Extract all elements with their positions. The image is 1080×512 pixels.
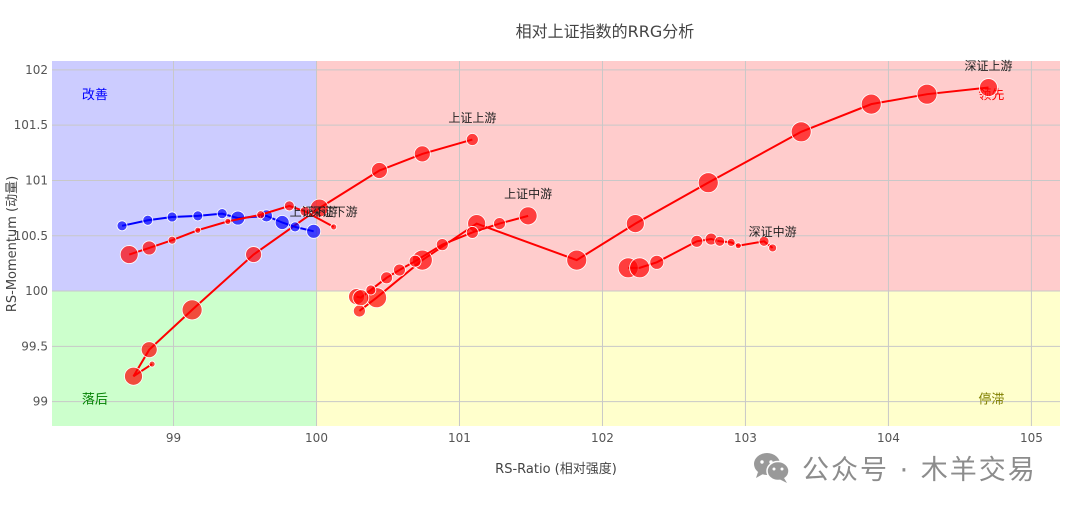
series-label: 深证下游 [310,205,358,219]
x-tick-label: 100 [305,431,328,445]
series-label: 深证上游 [965,59,1013,73]
data-point [166,211,178,223]
data-point [860,93,882,115]
data-point [353,304,366,318]
x-tick-label: 103 [734,431,757,445]
series-深证下游 [119,200,338,264]
data-point [625,214,645,233]
data-point [141,240,157,256]
data-point [306,223,322,239]
data-point [224,217,232,225]
data-point [181,299,203,321]
y-tick-label: 102 [25,63,48,77]
data-point [216,208,228,220]
y-tick-label: 99.5 [21,339,48,353]
data-point [413,145,431,163]
chart-title: 相对上证指数的RRG分析 [515,22,695,41]
axis-ticks: 99 100 101 102 103 104 105 99 99.5 100 100.5 101 101… [14,63,1043,445]
data-point [465,226,479,239]
quadrant-labels: 改善领先落后停滞 [82,87,1004,407]
data-point [274,215,290,230]
quadrant-label: 落后 [82,392,108,407]
data-point [289,221,301,233]
x-tick-label: 104 [877,431,900,445]
data-point [245,246,263,263]
data-point [116,220,128,232]
data-point [734,242,742,250]
x-tick-label: 99 [166,431,181,445]
data-point [758,235,770,247]
quadrant-backgrounds [52,61,1061,426]
series-label: 上证下游 [290,205,338,219]
quadrant-leading [316,61,1061,292]
watermark: 公众号 · 木羊交易 [752,448,1037,487]
x-tick-label: 102 [591,431,614,445]
data-point [365,284,377,296]
series-label: 上证上游 [448,111,496,125]
data-point [330,223,338,231]
series-traces [116,78,998,386]
data-point [380,271,393,285]
data-point [371,162,388,179]
quadrant-label: 停滞 [978,391,1004,407]
data-point [299,206,311,217]
data-point [148,360,156,368]
series-深证上游 [353,78,998,318]
data-point [393,263,406,277]
x-axis-title: RS-Ratio (相对强度) [495,461,617,477]
y-tick-label: 101.5 [14,118,48,132]
wechat-icon [752,451,792,485]
data-point [690,234,704,248]
data-point [493,217,506,230]
data-point [726,237,736,247]
data-point [697,172,719,194]
y-tick-label: 100.5 [14,229,48,243]
data-point [142,214,154,226]
y-tick-label: 100 [25,284,48,298]
y-axis-title: RS-Momentum (动量) [5,176,20,312]
data-point [194,226,202,234]
data-point [790,121,812,143]
data-point [518,206,538,226]
data-point [119,245,139,264]
data-point [979,78,998,97]
series-上证下游 [116,208,322,239]
series-上证中游 [348,206,538,307]
y-tick-label: 101 [25,173,48,187]
data-point [283,200,295,212]
data-point [629,257,651,279]
data-point [140,341,158,359]
x-tick-label: 101 [448,431,471,445]
data-point [465,133,479,146]
data-point [435,238,449,252]
series-深证中游 [617,232,778,279]
data-point [714,235,726,247]
data-point [916,83,938,105]
data-point [408,254,422,268]
data-point [256,210,266,220]
data-point [768,243,778,253]
quadrant-label: 改善 [82,87,108,103]
x-tick-label: 105 [1020,431,1043,445]
series-label: 深证中游 [749,224,797,239]
watermark-text: 公众号 · 木羊交易 [802,455,1037,486]
series-上证上游 [124,133,479,386]
quadrant-improving [52,61,317,292]
quadrant-weakening [316,291,1061,426]
series-label: 上证中游 [504,186,552,201]
data-point [124,366,143,386]
data-point [566,249,588,271]
data-point [167,235,177,245]
y-tick-label: 99 [33,395,48,409]
data-point [352,289,370,307]
data-point [309,198,329,218]
data-point [649,254,665,270]
data-point [192,210,204,222]
